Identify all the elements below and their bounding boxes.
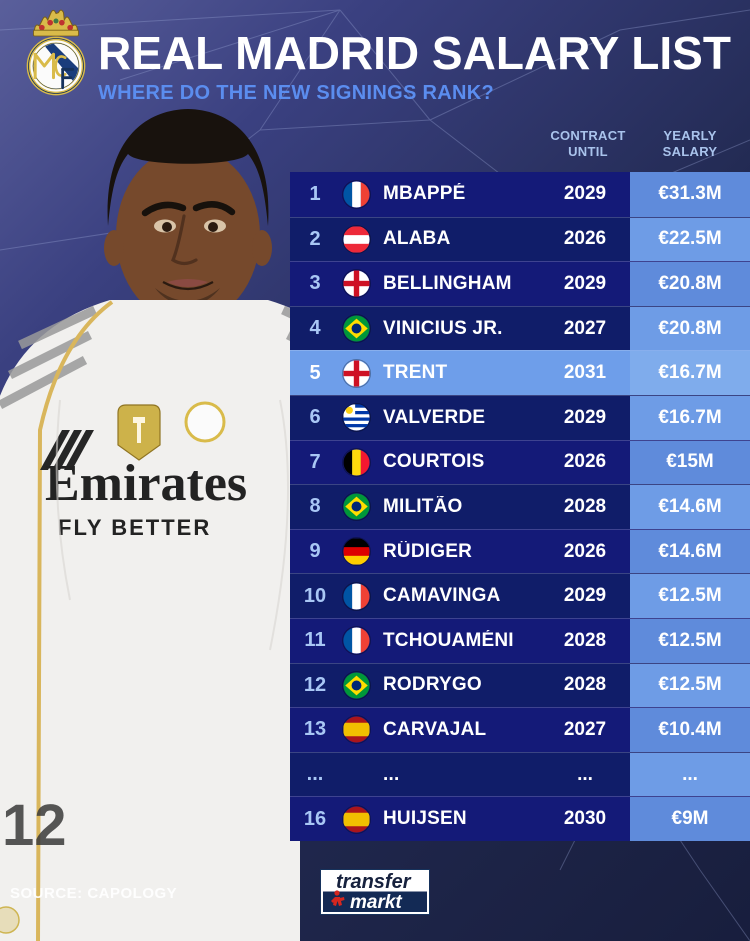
svg-text:transfer: transfer [336, 871, 412, 893]
svg-text:FLY BETTER: FLY BETTER [58, 515, 211, 540]
svg-text:Emirates: Emirates [45, 455, 247, 512]
svg-text:12: 12 [2, 793, 67, 858]
svg-text:markt: markt [350, 892, 402, 913]
svg-text:SOURCE: CAPOLOGY: SOURCE: CAPOLOGY [10, 885, 177, 902]
